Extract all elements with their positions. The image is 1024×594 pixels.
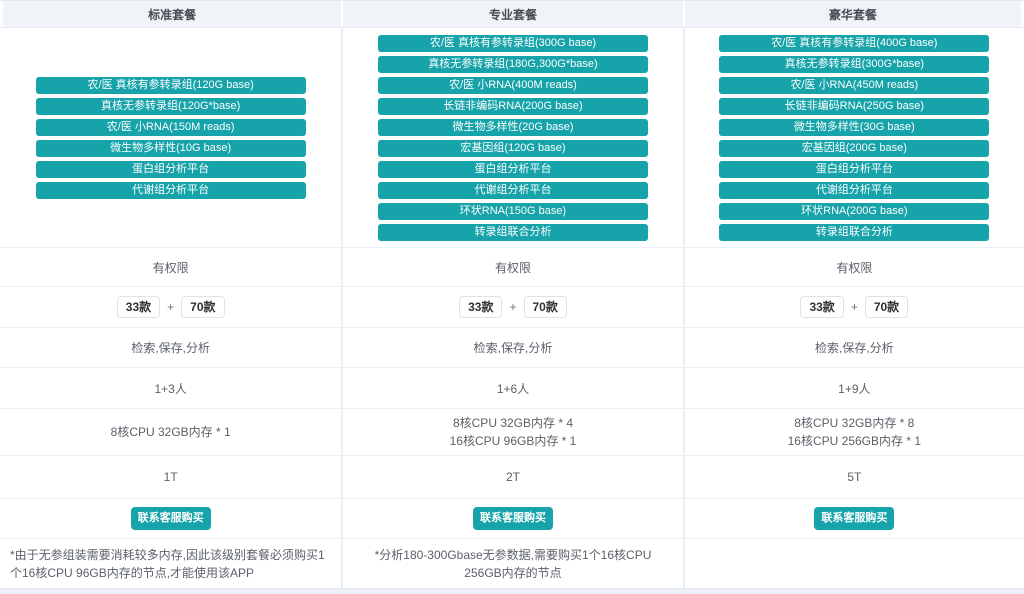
app-button[interactable]: 宏基因组(200G base): [719, 139, 990, 157]
permission-row: 有权限 有权限 有权限: [0, 247, 1024, 286]
compute-row: 8核CPU 32GB内存 * 1 8核CPU 32GB内存 * 4 16核CPU…: [0, 408, 1024, 455]
storage-cell: 2T: [341, 456, 682, 498]
compute-line: 16核CPU 256GB内存 * 1: [787, 434, 922, 448]
plan-title-professional: 专业套餐: [488, 7, 537, 22]
users-row: 1+3人 1+6人 1+9人: [0, 367, 1024, 408]
notes-row: *由于无参组装需要消耗较多内存,因此该级别套餐必须购买1个16核CPU 96GB…: [0, 538, 1024, 588]
buy-cell: 联系客服购买: [0, 499, 341, 538]
actions-cell: 检索,保存,分析: [341, 328, 682, 367]
storage-row: 1T 2T 5T: [0, 455, 1024, 498]
apps-row: 农/医 真核有参转录组(120G base) 真核无参转录组(120G*base…: [0, 28, 1024, 247]
plan-header-professional: 专业套餐: [341, 1, 683, 27]
app-button[interactable]: 农/医 真核有参转录组(120G base): [35, 76, 306, 94]
badge-count-button[interactable]: 33款: [800, 296, 844, 318]
bottom-strip: [0, 588, 1024, 594]
plan-header-deluxe: 豪华套餐: [682, 1, 1024, 27]
app-button[interactable]: 微生物多样性(30G base): [719, 118, 990, 136]
app-button[interactable]: 转录组联合分析: [377, 223, 648, 241]
app-button[interactable]: 代谢组分析平台: [377, 181, 648, 199]
apps-cell-standard: 农/医 真核有参转录组(120G base) 真核无参转录组(120G*base…: [0, 28, 341, 247]
permission-cell: 有权限: [341, 248, 682, 286]
contact-support-buy-button[interactable]: 联系客服购买: [472, 507, 553, 530]
badge-count-button[interactable]: 70款: [181, 296, 225, 318]
buy-row: 联系客服购买 联系客服购买 联系客服购买: [0, 498, 1024, 538]
contact-support-buy-button[interactable]: 联系客服购买: [814, 507, 895, 530]
storage-cell: 5T: [682, 456, 1024, 498]
app-button[interactable]: 农/医 小RNA(150M reads): [35, 118, 306, 136]
app-button[interactable]: 农/医 真核有参转录组(300G base): [377, 34, 648, 52]
badge-count-button[interactable]: 70款: [523, 296, 567, 318]
app-button[interactable]: 长链非编码RNA(250G base): [719, 97, 990, 115]
badges-row: 33款 + 70款 33款 + 70款 33款 + 70款: [0, 286, 1024, 327]
buy-cell: 联系客服购买: [341, 499, 682, 538]
compute-line: 8核CPU 32GB内存 * 1: [110, 425, 231, 439]
compute-cell: 8核CPU 32GB内存 * 4 16核CPU 96GB内存 * 1: [341, 409, 682, 455]
app-button[interactable]: 环状RNA(150G base): [377, 202, 648, 220]
badge-count-button[interactable]: 33款: [116, 296, 161, 318]
header-row: 标准套餐 专业套餐 豪华套餐: [0, 0, 1024, 28]
apps-cell-professional: 农/医 真核有参转录组(300G base) 真核无参转录组(180G,300G…: [341, 28, 682, 247]
app-button[interactable]: 微生物多样性(10G base): [35, 139, 306, 157]
compute-line: 16核CPU 96GB内存 * 1: [449, 434, 577, 448]
contact-support-buy-button[interactable]: 联系客服购买: [130, 507, 211, 530]
app-button[interactable]: 蛋白组分析平台: [719, 160, 990, 178]
app-button[interactable]: 环状RNA(200G base): [719, 202, 990, 220]
app-button[interactable]: 农/医 真核有参转录组(400G base): [719, 34, 990, 52]
users-cell: 1+9人: [682, 368, 1024, 408]
plan-title-deluxe: 豪华套餐: [828, 7, 877, 22]
compute-cell: 8核CPU 32GB内存 * 8 16核CPU 256GB内存 * 1: [682, 409, 1024, 455]
plan-header-standard: 标准套餐: [0, 1, 342, 27]
badges-cell: 33款 + 70款: [341, 287, 682, 327]
app-button[interactable]: 真核无参转录组(180G,300G*base): [377, 55, 648, 73]
app-button[interactable]: 蛋白组分析平台: [377, 160, 648, 178]
actions-cell: 检索,保存,分析: [682, 328, 1024, 367]
compute-line: 8核CPU 32GB内存 * 8: [794, 416, 915, 430]
users-cell: 1+6人: [341, 368, 682, 408]
permission-cell: 有权限: [682, 248, 1024, 286]
badges-cell: 33款 + 70款: [682, 287, 1024, 327]
plus-sign: +: [509, 300, 517, 314]
actions-row: 检索,保存,分析 检索,保存,分析 检索,保存,分析: [0, 327, 1024, 367]
app-button[interactable]: 真核无参转录组(300G*base): [719, 55, 990, 73]
badges-cell: 33款 + 70款: [0, 287, 341, 327]
app-button[interactable]: 农/医 小RNA(450M reads): [719, 76, 990, 94]
plus-sign: +: [167, 300, 175, 314]
users-cell: 1+3人: [154, 381, 187, 396]
storage-cell: 1T: [163, 470, 178, 484]
apps-cell-deluxe: 农/医 真核有参转录组(400G base) 真核无参转录组(300G*base…: [682, 28, 1024, 247]
app-button[interactable]: 长链非编码RNA(200G base): [377, 97, 648, 115]
plan-note: [682, 539, 1024, 588]
actions-cell: 检索,保存,分析: [131, 341, 210, 355]
buy-cell: 联系客服购买: [682, 499, 1024, 538]
compute-cell: 8核CPU 32GB内存 * 1: [0, 409, 341, 455]
app-button[interactable]: 真核无参转录组(120G*base): [35, 97, 306, 115]
plan-note: *分析180-300Gbase无参数据,需要购买1个16核CPU 256GB内存…: [341, 539, 682, 588]
app-button[interactable]: 代谢组分析平台: [719, 181, 990, 199]
app-button[interactable]: 代谢组分析平台: [35, 181, 306, 199]
badge-count-button[interactable]: 70款: [864, 296, 909, 318]
app-button[interactable]: 蛋白组分析平台: [35, 160, 306, 178]
app-button[interactable]: 转录组联合分析: [719, 223, 990, 241]
permission-cell: 有权限: [152, 260, 189, 275]
app-button[interactable]: 宏基因组(120G base): [377, 139, 648, 157]
badge-count-button[interactable]: 33款: [459, 296, 503, 318]
compute-line: 8核CPU 32GB内存 * 4: [452, 416, 574, 430]
plan-note: *由于无参组装需要消耗较多内存,因此该级别套餐必须购买1个16核CPU 96GB…: [10, 547, 325, 580]
plan-title-standard: 标准套餐: [148, 7, 197, 22]
plus-sign: +: [850, 300, 858, 314]
app-button[interactable]: 微生物多样性(20G base): [377, 118, 648, 136]
app-button[interactable]: 农/医 小RNA(400M reads): [377, 76, 648, 94]
